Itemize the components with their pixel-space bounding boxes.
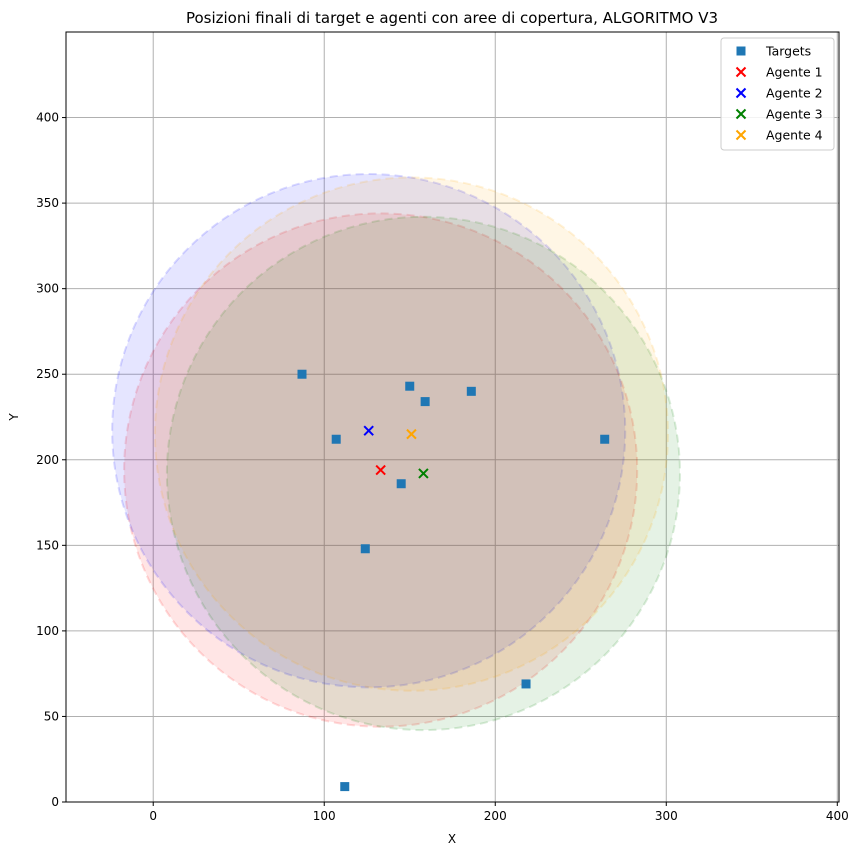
legend-label: Agente 2: [766, 86, 823, 101]
target-marker: [340, 782, 350, 792]
legend-marker-agent: [735, 87, 747, 99]
x-tick-label: 0: [149, 809, 157, 823]
y-tick-label: 200: [36, 453, 59, 467]
target-points: [297, 369, 610, 792]
x-axis-ticks: 0 100 200 300 400: [149, 802, 849, 823]
legend-marker-agent: [735, 108, 747, 120]
y-axis-ticks: 0 50 100 150 200 250 300 350 400: [36, 111, 66, 809]
legend-marker-targets: [736, 46, 746, 56]
chart-title: Posizioni finali di target e agenti con …: [186, 9, 718, 27]
y-axis-label: Y: [7, 413, 21, 422]
legend-marker-agent: [735, 66, 747, 78]
target-marker: [420, 397, 430, 407]
legend-label: Agente 1: [766, 65, 823, 80]
y-tick-label: 250: [36, 367, 59, 381]
y-tick-label: 50: [44, 709, 59, 723]
target-marker: [297, 369, 307, 379]
legend-label: Agente 4: [766, 128, 823, 143]
x-tick-label: 300: [655, 809, 678, 823]
target-marker: [405, 381, 415, 391]
legend-box: [720, 37, 835, 151]
y-tick-label: 0: [51, 795, 59, 809]
x-tick-label: 200: [484, 809, 507, 823]
target-marker: [396, 479, 406, 489]
legend-marker-agent: [735, 129, 747, 141]
legend: Targets Agente 1 Agente 2 Agente 3 Agente 4: [720, 37, 835, 151]
x-tick-label: 400: [826, 809, 849, 823]
coverage-areas: [111, 173, 681, 732]
target-marker: [600, 434, 610, 444]
y-tick-label: 400: [36, 111, 59, 125]
agent-marker: [375, 464, 386, 476]
target-marker: [466, 386, 476, 396]
x-axis-label: X: [448, 832, 456, 846]
target-marker: [521, 679, 531, 689]
agent-marker: [418, 468, 429, 479]
y-tick-label: 100: [36, 624, 59, 638]
y-tick-label: 350: [36, 196, 59, 210]
agent-marker: [406, 428, 417, 440]
legend-label: Agente 3: [766, 107, 823, 122]
agent-points: [363, 425, 429, 479]
legend-label: Targets: [765, 44, 811, 59]
x-tick-label: 100: [313, 809, 336, 823]
plot-frame: [65, 31, 840, 803]
agent-marker: [363, 425, 374, 436]
target-marker: [360, 544, 370, 554]
target-marker: [331, 434, 341, 444]
y-tick-label: 300: [36, 282, 59, 296]
y-tick-label: 150: [36, 538, 59, 552]
